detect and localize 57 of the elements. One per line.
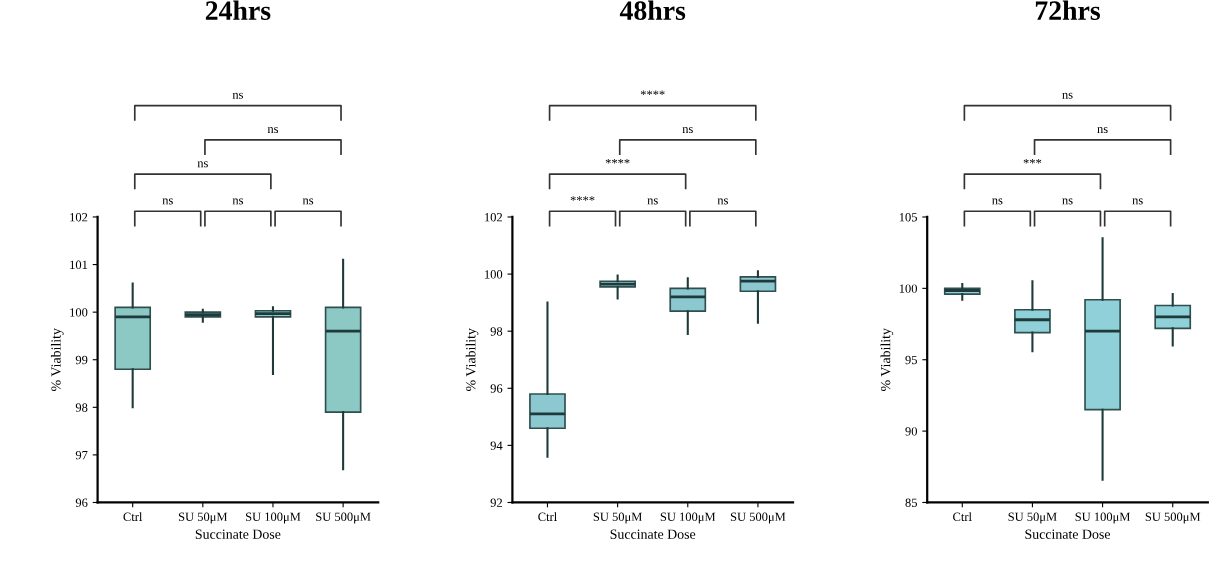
y-tick-label: 105: [899, 213, 917, 222]
x-axis-title: Succinate Dose: [610, 529, 696, 539]
x-tick-label: Ctrl: [123, 512, 143, 521]
text: ***: [1023, 159, 1042, 164]
y-tick-label: 96: [75, 498, 88, 507]
text: ns: [232, 92, 243, 99]
y-tick-label: 96: [490, 384, 503, 393]
y-tick-label: 94: [490, 441, 503, 450]
y-tick-label: 98: [490, 327, 503, 336]
y-tick-label: 102: [70, 213, 88, 222]
text: ns: [162, 198, 173, 205]
x-tick-label: SU 100μM: [1075, 512, 1131, 524]
y-tick-label: 97: [75, 450, 88, 460]
text: ns: [1097, 127, 1108, 134]
x-tick-label: SU 500μM: [316, 512, 371, 524]
y-axis-title: % Viability: [465, 328, 479, 391]
text: ns: [1062, 198, 1073, 205]
y-tick-label: 99: [75, 355, 88, 365]
text: ns: [267, 127, 279, 134]
y-tick-label: 102: [485, 213, 502, 222]
y-tick-label: 101: [70, 260, 88, 270]
y-tick-label: 95: [905, 355, 917, 365]
y-tick-label: 85: [905, 498, 917, 507]
x-axis-title: Succinate Dose: [1025, 529, 1111, 539]
x-axis-title: Succinate Dose: [195, 529, 281, 539]
x-tick-label: SU 50μM: [178, 512, 228, 524]
y-axis-title: % Viability: [50, 328, 64, 391]
x-tick-label: Ctrl: [953, 512, 972, 521]
chart-title: 72hrs: [1035, 0, 1100, 21]
x-tick-label: SU 100μM: [660, 512, 716, 524]
text: ns: [992, 198, 1003, 205]
text: ****: [640, 90, 665, 96]
x-tick-label: SU 50μM: [593, 512, 642, 524]
chart-title: 24hrs: [205, 0, 271, 21]
x-tick-label: SU 50μM: [1008, 512, 1057, 524]
x-tick-label: SU 500μM: [730, 512, 786, 524]
y-tick-label: 100: [899, 284, 917, 293]
text: ns: [717, 198, 728, 205]
chart-title: 48hrs: [619, 0, 686, 21]
y-tick-label: 92: [490, 498, 502, 507]
text: ns: [302, 198, 314, 205]
y-tick-label: 98: [75, 403, 88, 412]
y-tick-label: 100: [70, 308, 88, 317]
y-tick-label: 100: [485, 270, 503, 279]
x-tick-label: Ctrl: [538, 512, 557, 521]
text: ns: [647, 198, 658, 205]
text: ns: [682, 127, 693, 134]
text: ns: [232, 198, 243, 205]
y-tick-label: 90: [905, 427, 917, 436]
x-tick-label: SU 100μM: [245, 512, 301, 524]
text: ****: [570, 196, 595, 201]
text: ns: [1062, 92, 1073, 99]
text: ns: [1132, 198, 1143, 205]
text: ****: [605, 159, 630, 164]
y-axis-title: % Viability: [880, 328, 894, 391]
x-tick-label: SU 500μM: [1145, 512, 1201, 524]
text: ns: [197, 161, 208, 168]
